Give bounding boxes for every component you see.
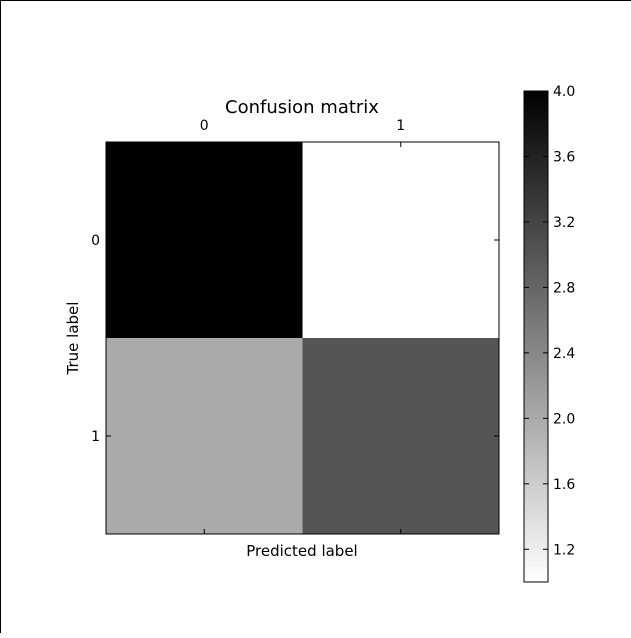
- colorbar-ticks: 1.2 1.6 2.0 2.4 2.8 3.2 3.6 4.0: [524, 84, 575, 558]
- chart-title: Confusion matrix: [225, 97, 379, 118]
- heatmap-cell-0-0: [106, 142, 303, 338]
- x-tick-label-0: 0: [200, 118, 209, 134]
- heatmap-cell-0-1: [302, 142, 499, 338]
- colorbar: [523, 90, 549, 583]
- colorbar-tick-label-6: 3.6: [553, 149, 575, 165]
- y-tick-label-0: 0: [91, 233, 100, 249]
- y-axis-label: True label: [64, 302, 82, 376]
- colorbar-tick-label-5: 3.2: [553, 215, 575, 231]
- heatmap-cell-1-0: [106, 338, 303, 534]
- plot-area-border: [105, 141, 500, 535]
- x-tick-label-1: 1: [396, 118, 405, 134]
- colorbar-tick-label-2: 2.0: [553, 411, 575, 427]
- heatmap-cells: [106, 142, 499, 534]
- colorbar-tick-label-4: 2.8: [553, 280, 575, 296]
- y-tick-labels: 01: [91, 233, 100, 445]
- heatmap-cell-1-1: [302, 338, 499, 534]
- colorbar-tick-label-7: 4.0: [553, 84, 575, 100]
- x-axis-label: Predicted label: [246, 542, 357, 560]
- axis-ticks: [106, 142, 499, 534]
- colorbar-tick-label-0: 1.2: [553, 542, 575, 558]
- y-tick-label-1: 1: [91, 429, 100, 445]
- colorbar-tick-label-3: 2.4: [553, 346, 575, 362]
- colorbar-tick-label-1: 1.6: [553, 477, 575, 493]
